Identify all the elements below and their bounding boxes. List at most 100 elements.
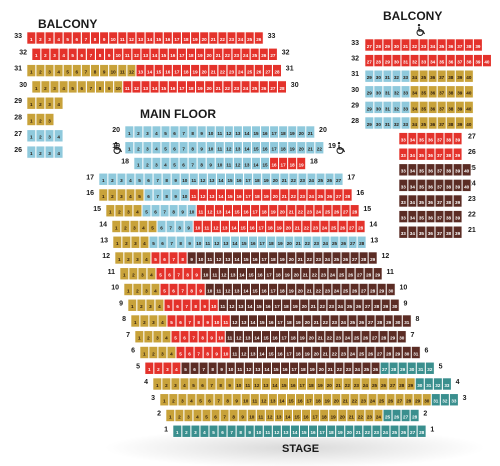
seat[interactable]: 13 — [135, 31, 146, 45]
seat[interactable]: 3 — [116, 172, 126, 186]
seat[interactable]: 20 — [270, 188, 280, 202]
seat[interactable]: 31 — [431, 393, 441, 407]
seat[interactable]: 2 — [139, 314, 149, 328]
seat[interactable]: 16 — [241, 204, 251, 218]
seat[interactable]: 15 — [225, 188, 235, 202]
seat[interactable]: 30 — [386, 283, 396, 296]
seat[interactable]: 11 — [122, 47, 132, 61]
seat[interactable]: 25 — [336, 267, 347, 281]
seat[interactable]: 1 — [98, 188, 108, 202]
seat[interactable]: 40 — [482, 54, 492, 67]
seat[interactable]: 5 — [134, 172, 145, 186]
seat[interactable]: 1 — [26, 145, 36, 159]
seat[interactable]: 27 — [365, 314, 376, 328]
seat[interactable]: 16 — [260, 141, 270, 155]
seat[interactable]: 23 — [326, 298, 337, 312]
seat[interactable]: 14 — [150, 80, 160, 94]
seat[interactable]: 29 — [381, 298, 391, 312]
seat[interactable]: 13 — [221, 235, 231, 249]
seat[interactable]: 26 — [338, 235, 349, 249]
seat[interactable]: 9 — [104, 80, 114, 94]
seat[interactable]: 19 — [282, 267, 292, 281]
seat[interactable]: 33 — [400, 69, 411, 83]
seat[interactable]: 5 — [134, 188, 145, 202]
seat[interactable]: 10 — [241, 393, 251, 407]
seat[interactable]: 23 — [310, 220, 321, 233]
seat[interactable]: 4 — [154, 298, 165, 312]
seat[interactable]: 33 — [449, 393, 459, 407]
seat[interactable]: 9 — [206, 157, 216, 170]
seat[interactable]: 40 — [464, 101, 474, 114]
seat[interactable]: 3 — [152, 330, 163, 344]
seat[interactable]: 3 — [145, 298, 156, 312]
seat[interactable]: 22 — [313, 283, 323, 296]
seat[interactable]: 34 — [407, 147, 417, 161]
seat[interactable]: 5 — [68, 47, 78, 61]
seat[interactable]: 11 — [256, 409, 266, 422]
seat[interactable]: 24 — [335, 298, 346, 312]
seat[interactable]: 15 — [154, 64, 164, 77]
seat[interactable]: 9 — [192, 267, 202, 281]
seat[interactable]: 10 — [201, 267, 211, 281]
seat[interactable]: 33 — [398, 132, 408, 145]
seat[interactable]: 5 — [155, 267, 166, 281]
seat[interactable]: 20 — [284, 235, 294, 249]
seat[interactable]: 36 — [428, 85, 438, 99]
seat[interactable]: 26 — [254, 64, 264, 77]
seat[interactable]: 8 — [90, 64, 100, 77]
seat[interactable]: 17 — [256, 220, 266, 233]
seat[interactable]: 18 — [252, 172, 262, 186]
seat[interactable]: 26 — [345, 267, 356, 281]
seat[interactable]: 17 — [172, 31, 182, 45]
seat[interactable]: 3 — [44, 129, 55, 143]
seat[interactable]: 33 — [398, 225, 408, 239]
seat[interactable]: 5 — [159, 283, 170, 296]
seat[interactable]: 13 — [220, 220, 230, 233]
seat[interactable]: 19 — [322, 393, 332, 407]
seat[interactable]: 35 — [416, 179, 427, 192]
seat[interactable]: 16 — [263, 298, 273, 312]
seat[interactable]: 11 — [263, 424, 273, 438]
seat[interactable]: 32 — [391, 69, 402, 83]
seat[interactable]: 2 — [107, 172, 117, 186]
seat[interactable]: 20 — [204, 80, 214, 94]
seat[interactable]: 25 — [340, 283, 351, 296]
seat[interactable]: 12 — [230, 314, 240, 328]
seat[interactable]: 10 — [108, 31, 118, 45]
seat[interactable]: 29 — [382, 38, 393, 52]
seat[interactable]: 3 — [162, 361, 173, 375]
seat[interactable]: 24 — [360, 377, 371, 391]
seat[interactable]: 20 — [286, 251, 296, 265]
seat[interactable]: 29 — [393, 346, 403, 359]
seat[interactable]: 39 — [452, 163, 463, 177]
seat[interactable]: 9 — [196, 283, 206, 296]
seat[interactable]: 1 — [112, 235, 122, 249]
seat[interactable]: 17 — [172, 64, 182, 77]
seat[interactable]: 11 — [230, 346, 240, 359]
seat[interactable]: 12 — [233, 157, 243, 170]
seat[interactable]: 22 — [288, 188, 298, 202]
seat[interactable]: 36 — [446, 38, 456, 52]
seat[interactable]: 4 — [171, 361, 182, 375]
seat[interactable]: 29 — [413, 393, 423, 407]
seat[interactable]: 5 — [180, 361, 191, 375]
seat[interactable]: 26 — [324, 172, 335, 186]
seat[interactable]: 22 — [314, 141, 324, 155]
seat[interactable]: 31 — [400, 54, 411, 67]
seat[interactable]: 16 — [247, 220, 257, 233]
seat[interactable]: 24 — [373, 409, 384, 422]
seat[interactable]: 6 — [178, 157, 189, 170]
seat[interactable]: 18 — [319, 409, 329, 422]
seat[interactable]: 3 — [190, 424, 201, 438]
seat[interactable]: 19 — [286, 283, 296, 296]
seat[interactable]: 16 — [275, 346, 285, 359]
seat[interactable]: 9 — [197, 125, 207, 139]
seat[interactable]: 12 — [131, 47, 142, 61]
seat[interactable]: 11 — [196, 204, 206, 218]
seat[interactable]: 12 — [252, 377, 262, 391]
seat[interactable]: 27 — [349, 251, 360, 265]
seat[interactable]: 8 — [198, 330, 208, 344]
seat[interactable]: 15 — [159, 80, 169, 94]
seat[interactable]: 22 — [222, 80, 233, 94]
seat[interactable]: 1 — [114, 251, 124, 265]
